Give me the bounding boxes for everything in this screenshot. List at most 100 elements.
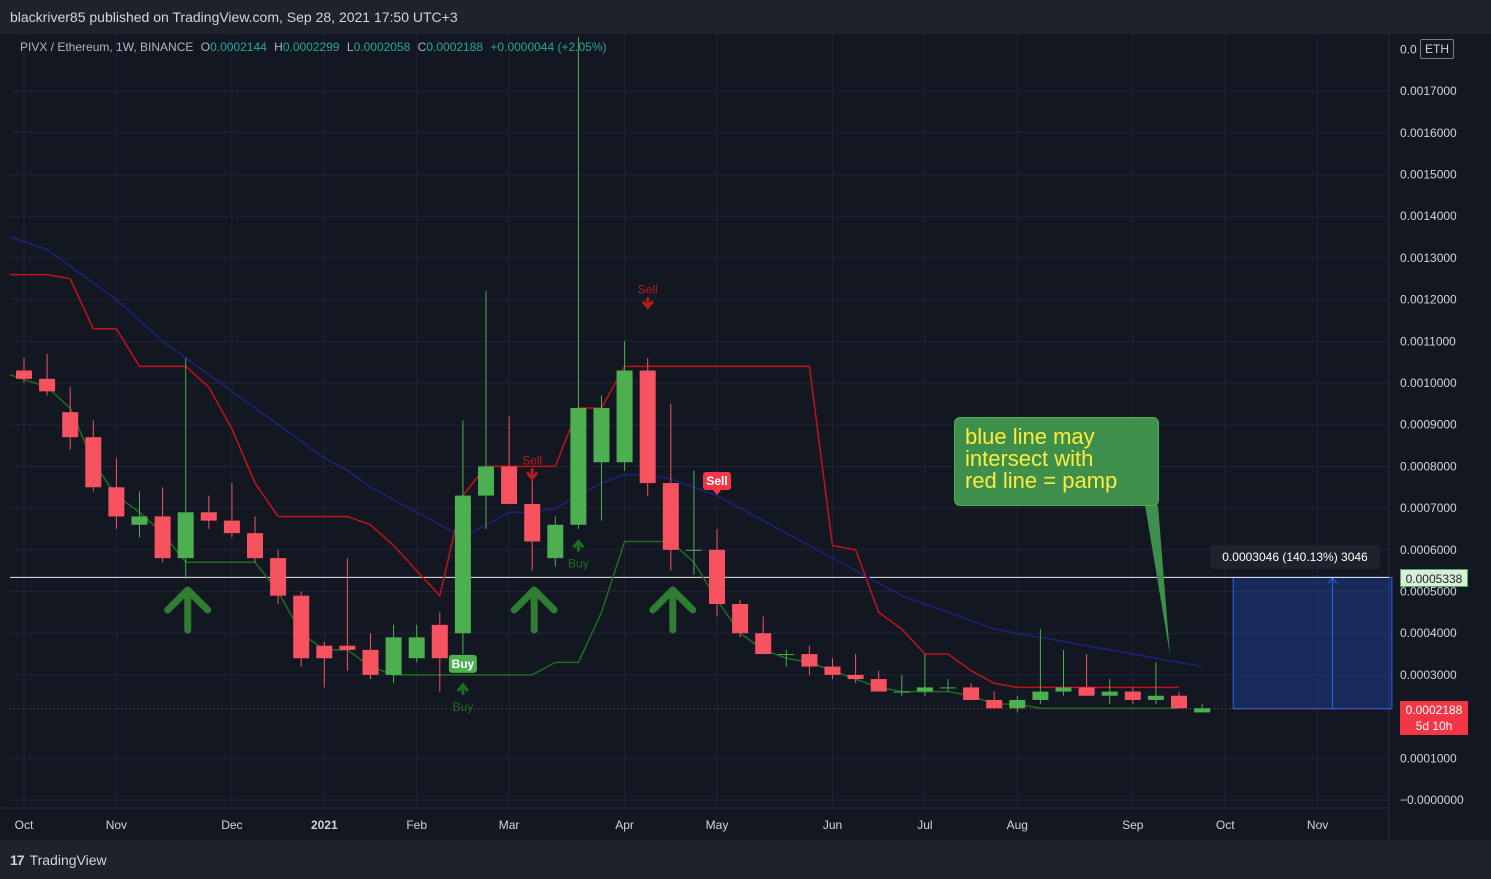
tradingview-logo-icon: 17	[10, 851, 25, 868]
x-tick-label: Apr	[615, 818, 634, 832]
note-callout-tail	[1145, 505, 1170, 655]
candle-body	[454, 495, 471, 634]
legend-close-label: C	[417, 40, 427, 54]
buy-marker-icon	[456, 682, 470, 695]
candle-body	[1055, 687, 1072, 692]
annotation-note[interactable]: blue line may intersect with red line = …	[954, 417, 1159, 506]
note-line-3: red line = pamp	[965, 468, 1118, 493]
candle-body	[916, 687, 933, 692]
green-up-arrow-icon	[649, 586, 697, 634]
candle-body	[732, 604, 749, 634]
x-tick-label: Mar	[499, 818, 520, 832]
brand-name[interactable]: TradingView	[29, 851, 107, 868]
candle-body	[339, 645, 356, 650]
y-tick-label: 0.0003000	[1400, 668, 1457, 682]
candle-body	[870, 679, 887, 692]
y-tick-label: 0.0015000	[1400, 168, 1457, 182]
last-price-tag: 0.0002188 5d 10h	[1400, 701, 1468, 735]
candle-body	[824, 666, 841, 675]
sell-signal-pointer-icon	[713, 489, 721, 495]
x-tick-label: Oct	[1216, 818, 1235, 832]
candle-body	[1078, 687, 1095, 696]
footer-bar: 17 TradingView	[0, 840, 1491, 879]
green-up-arrow-icon	[510, 586, 558, 634]
blue-ma-line	[9, 236, 1203, 668]
candle-body	[1147, 695, 1164, 700]
green-up-arrow-icon	[164, 586, 212, 634]
candle-body	[986, 699, 1003, 709]
x-tick-label: Nov	[1307, 818, 1328, 832]
x-tick-label: Jul	[917, 818, 932, 832]
candle-body	[570, 408, 587, 525]
legend-low-label: L	[346, 40, 354, 54]
plot-background	[0, 34, 1491, 840]
sell-marker-icon	[641, 297, 654, 310]
candle-body	[131, 516, 148, 525]
buy-marker-icon	[572, 539, 585, 552]
note-line-1: blue line may	[965, 424, 1095, 449]
candle-body	[639, 370, 656, 484]
candle-body	[108, 487, 125, 517]
candle-body	[431, 624, 448, 659]
candle-body	[755, 633, 772, 655]
legend-open-value: 0.0002144	[210, 40, 267, 54]
sell-signal-text: Sell	[638, 282, 658, 296]
candle-body	[408, 637, 425, 659]
publisher-bar: blackriver85 published on TradingView.co…	[0, 0, 1491, 34]
candle-body	[709, 549, 725, 605]
legend-change: +0.0000044 (+2.05%)	[490, 40, 607, 54]
currency-badge[interactable]: ETH	[1420, 39, 1454, 59]
y-tick-label: 0.0014000	[1400, 209, 1457, 223]
candle-body	[85, 437, 102, 488]
candle-body	[385, 637, 402, 675]
candle-body	[223, 520, 240, 534]
measure-box	[1232, 576, 1393, 710]
candle-body	[685, 549, 702, 551]
y-tick-label: −0.0000000	[1400, 793, 1464, 807]
sell-signal-box	[703, 471, 731, 490]
candle-body	[247, 533, 263, 559]
candle-body	[963, 687, 980, 700]
candle-body	[501, 466, 518, 504]
y-tick-label: 0.0005000	[1400, 585, 1457, 599]
candle-body	[362, 649, 379, 675]
legend-low-value: 0.0002058	[353, 40, 411, 54]
y-tick-label: 0.0012000	[1400, 293, 1457, 307]
candle-body	[39, 378, 56, 392]
y-tick-label: 0.0010000	[1400, 376, 1457, 390]
level-price-tag: 0.0005338	[1400, 569, 1468, 587]
candle-body	[893, 691, 910, 693]
x-tick-label: Feb	[406, 818, 427, 832]
candle-body	[801, 654, 818, 667]
candle-body	[1124, 691, 1141, 700]
sell-marker-icon	[526, 468, 539, 481]
y-tick-label: 0.0013000	[1400, 251, 1457, 265]
candle-body	[200, 512, 217, 521]
candle-body	[940, 687, 956, 689]
x-tick-label: Nov	[106, 818, 127, 832]
candle-body	[1032, 691, 1049, 700]
candle-body	[662, 483, 679, 550]
candle-body	[524, 503, 541, 542]
candle-body	[1171, 695, 1187, 709]
buy-signal-box	[448, 654, 477, 673]
buy-signal-label: Buy	[452, 657, 475, 671]
candle-body	[316, 645, 333, 659]
candle-body	[62, 412, 79, 438]
y-tick-label: 0.0001000	[1400, 751, 1457, 765]
publisher-text: blackriver85 published on TradingView.co…	[10, 9, 458, 25]
note-line-2: intersect with	[965, 446, 1094, 471]
sell-signal-text: Sell	[522, 453, 542, 467]
candle-body	[547, 524, 564, 559]
x-tick-label: Jun	[823, 818, 842, 832]
candle-body	[593, 408, 610, 463]
candle-body	[293, 595, 310, 659]
measure-label: 0.0003046 (140.13%) 3046	[1210, 545, 1380, 569]
legend-high-label: H	[274, 40, 283, 54]
candle-body	[270, 558, 287, 596]
price-chart[interactable]: 0.00170000.00160000.00150000.00140000.00…	[0, 0, 1491, 840]
legend-close-value: 0.0002188	[426, 40, 484, 54]
y-tick-label: 0.0011000	[1400, 334, 1456, 348]
legend-symbol: PIVX / Ethereum, 1W, BINANCE	[20, 40, 194, 54]
y-tick-label: 0.0009000	[1400, 418, 1457, 432]
